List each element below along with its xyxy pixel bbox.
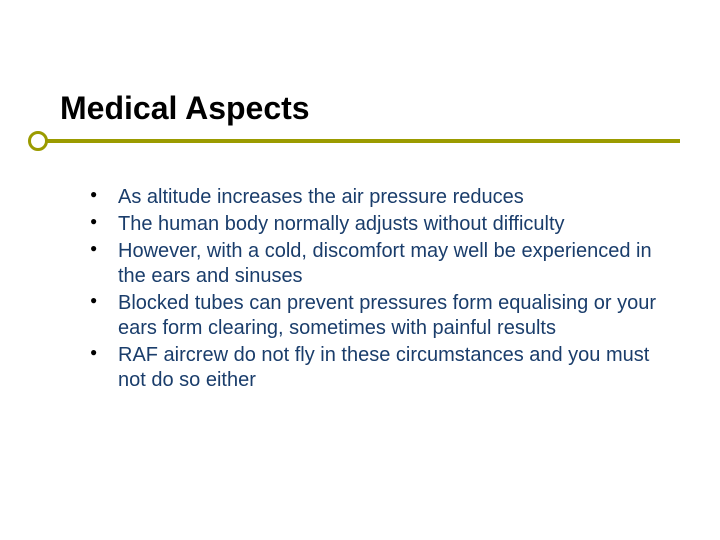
- bullet-list: As altitude increases the air pressure r…: [90, 185, 660, 393]
- slide-title: Medical Aspects: [60, 90, 660, 127]
- list-item: Blocked tubes can prevent pressures form…: [90, 291, 660, 341]
- list-item: RAF aircrew do not fly in these circumst…: [90, 343, 660, 393]
- list-item: However, with a cold, discomfort may wel…: [90, 239, 660, 289]
- slide-container: Medical Aspects As altitude increases th…: [0, 0, 720, 540]
- list-item: As altitude increases the air pressure r…: [90, 185, 660, 210]
- title-underline: [60, 135, 660, 155]
- list-item: The human body normally adjusts without …: [90, 212, 660, 237]
- underline-circle: [28, 131, 48, 151]
- underline-bar: [40, 139, 680, 143]
- slide-content: As altitude increases the air pressure r…: [60, 185, 660, 393]
